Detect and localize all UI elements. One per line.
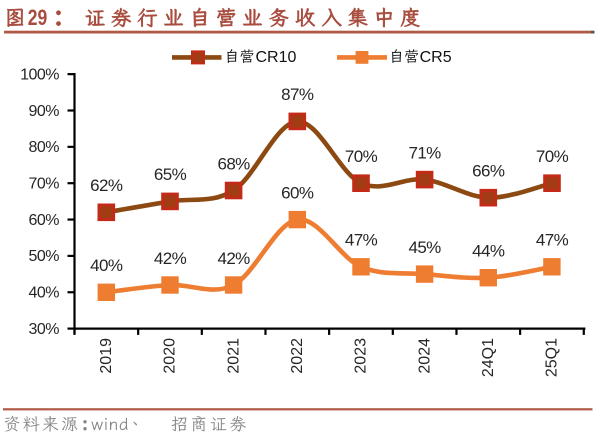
svg-text:68%: 68% [217, 154, 250, 173]
svg-text:29: 29 [28, 5, 48, 30]
svg-text:42%: 42% [217, 249, 250, 268]
svg-text:44%: 44% [472, 242, 505, 261]
svg-text:66%: 66% [472, 162, 505, 181]
svg-text:2021: 2021 [225, 338, 242, 374]
svg-text:47%: 47% [345, 231, 378, 250]
svg-text:65%: 65% [154, 165, 187, 184]
svg-text:25Q1: 25Q1 [544, 338, 561, 377]
svg-text:CR5: CR5 [420, 49, 452, 66]
svg-text:30%: 30% [28, 321, 59, 338]
svg-text:2023: 2023 [353, 338, 370, 374]
svg-text:42%: 42% [154, 249, 187, 268]
svg-text:40%: 40% [28, 285, 59, 302]
svg-text:70%: 70% [28, 176, 59, 193]
svg-text:2024: 2024 [416, 338, 433, 374]
svg-text:70%: 70% [536, 147, 569, 166]
svg-text:40%: 40% [90, 256, 123, 275]
svg-text:45%: 45% [408, 238, 441, 257]
svg-text:60%: 60% [28, 212, 59, 229]
svg-text:47%: 47% [536, 231, 569, 250]
svg-text:62%: 62% [90, 176, 123, 195]
svg-text:CR10: CR10 [256, 49, 297, 66]
svg-text:2019: 2019 [98, 338, 115, 374]
svg-text:90%: 90% [28, 103, 59, 120]
svg-text:2020: 2020 [162, 338, 179, 374]
svg-text:87%: 87% [281, 85, 314, 104]
svg-text:80%: 80% [28, 139, 59, 156]
svg-text:24Q1: 24Q1 [480, 338, 497, 377]
svg-text:60%: 60% [281, 183, 314, 202]
svg-text:71%: 71% [408, 143, 441, 162]
svg-text:100%: 100% [20, 67, 59, 84]
svg-text:50%: 50% [28, 248, 59, 265]
svg-text:70%: 70% [345, 147, 378, 166]
svg-text:2022: 2022 [289, 338, 306, 374]
